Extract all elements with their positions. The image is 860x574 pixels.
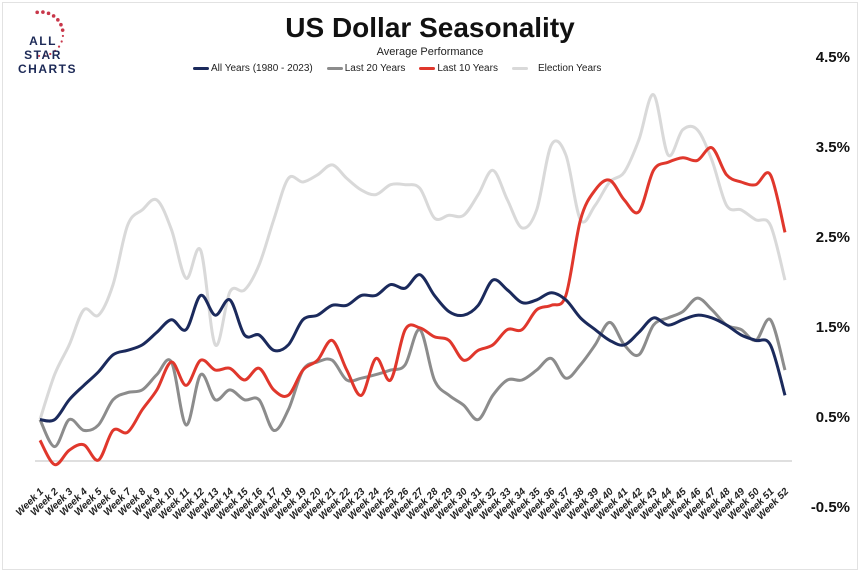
- legend-swatch: [511, 67, 528, 70]
- chart-subtitle: Average Performance: [376, 46, 484, 58]
- legend-item-all-years: All Years (1980 - 2023): [193, 63, 313, 74]
- legend-label: All Years (1980 - 2023): [211, 63, 313, 74]
- series-line-all-years-1980-2023: [39, 273, 787, 423]
- legend-item-last-10: Last 10 Years: [419, 63, 498, 74]
- legend-item-last-20: Last 20 Years: [326, 63, 406, 74]
- series-line-last-20-years: [38, 296, 787, 449]
- logo-text: ALL STAR CHARTS: [18, 34, 77, 76]
- y-tick-label: -0.5%: [811, 499, 850, 516]
- y-tick-label: 4.5%: [816, 49, 850, 66]
- legend-label: Last 20 Years: [344, 63, 406, 74]
- legend-label: Election Years: [537, 63, 602, 74]
- y-tick-label: 1.5%: [816, 319, 850, 336]
- legend-item-election: Election Years: [511, 63, 602, 74]
- legend-swatch: [193, 67, 209, 70]
- legend-swatch: [419, 67, 436, 70]
- logo-stars-icon: [35, 10, 65, 58]
- legend: All Years (1980 - 2023) Last 20 Years La…: [193, 63, 601, 74]
- chart-title: US Dollar Seasonality: [285, 12, 575, 43]
- y-tick-label: 3.5%: [816, 139, 850, 156]
- logo: ALL STAR CHARTS: [8, 10, 76, 76]
- y-tick-label: 2.5%: [816, 229, 850, 246]
- legend-swatch: [326, 67, 343, 70]
- legend-label: Last 10 Years: [437, 63, 498, 74]
- y-tick-label: 0.5%: [816, 409, 850, 426]
- series-line-election-years: [38, 93, 787, 421]
- series-line-last-10-years: [38, 146, 787, 467]
